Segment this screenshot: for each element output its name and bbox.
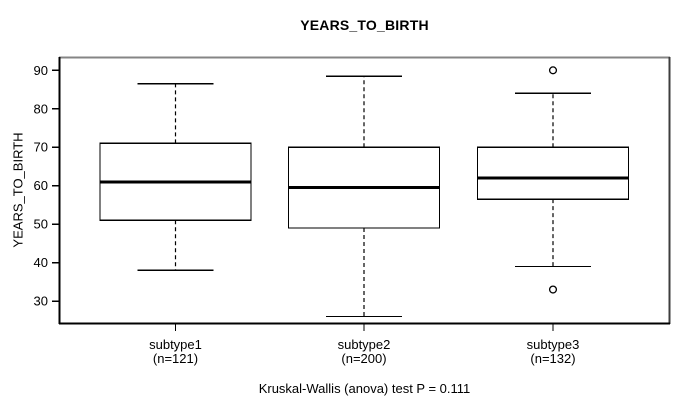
y-tick-label-60: 60 bbox=[34, 178, 48, 193]
y-tick-label-40: 40 bbox=[34, 255, 48, 270]
y-tick-label-90: 90 bbox=[34, 63, 48, 78]
x-category-label-subtype3: subtype3 bbox=[527, 337, 580, 352]
y-tick-label-50: 50 bbox=[34, 217, 48, 232]
x-category-label-subtype2: subtype2 bbox=[338, 337, 391, 352]
chart-title: YEARS_TO_BIRTH bbox=[300, 17, 429, 33]
x-category-label-subtype1: subtype1 bbox=[149, 337, 202, 352]
y-tick-label-30: 30 bbox=[34, 294, 48, 309]
y-tick-label-70: 70 bbox=[34, 140, 48, 155]
x-category-n-subtype3: (n=132) bbox=[530, 351, 575, 366]
statistical-test-caption: Kruskal-Wallis (anova) test P = 0.111 bbox=[258, 381, 471, 396]
x-category-n-subtype2: (n=200) bbox=[341, 351, 386, 366]
iqr-box-subtype3 bbox=[476, 146, 630, 200]
x-category-n-subtype1: (n=121) bbox=[153, 351, 198, 366]
y-tick-label-80: 80 bbox=[34, 101, 48, 116]
outlier-point-subtype3-33 bbox=[548, 285, 558, 294]
outlier-point-subtype3-90 bbox=[548, 66, 558, 75]
